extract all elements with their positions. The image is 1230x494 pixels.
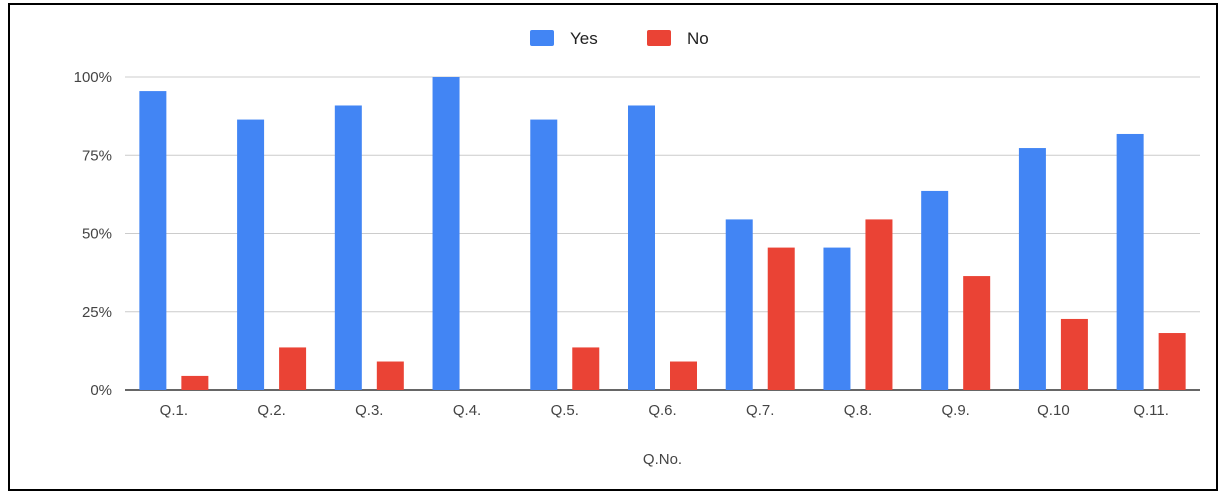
y-axis-ticks: 0% 25% 50% 75% 100% xyxy=(74,69,112,399)
bar-no-2 xyxy=(279,347,307,390)
bar-no-5 xyxy=(572,347,600,390)
bar-no-8 xyxy=(865,219,893,390)
x-tick-label: Q.7. xyxy=(746,402,774,419)
bar-yes-3 xyxy=(334,105,362,390)
x-tick-label: Q.5. xyxy=(551,402,579,419)
bar-yes-10 xyxy=(1018,148,1046,390)
x-tick-label: Q.1. xyxy=(160,402,188,419)
x-axis-ticks: Q.1. Q.2. Q.3. Q.4. Q.5. Q.6. Q.7. Q.8. Q.9. Q.10… xyxy=(160,402,1169,419)
bar-no-10 xyxy=(1060,318,1088,390)
bar-yes-2 xyxy=(237,119,265,391)
bars xyxy=(139,77,1186,391)
x-tick-label: Q.3. xyxy=(355,402,383,419)
bar-yes-1 xyxy=(139,91,167,391)
y-tick-label: 50% xyxy=(82,226,112,243)
bar-no-7 xyxy=(767,247,795,390)
y-tick-label: 25% xyxy=(82,304,112,321)
y-tick-label: 100% xyxy=(74,69,112,86)
x-tick-label: Q.2. xyxy=(257,402,285,419)
bar-yes-4 xyxy=(432,77,460,390)
bar-no-3 xyxy=(376,361,404,390)
bar-yes-8 xyxy=(823,247,851,390)
bar-yes-11 xyxy=(1116,133,1144,390)
bar-yes-6 xyxy=(628,105,655,390)
bar-no-1 xyxy=(181,375,209,390)
legend-swatch-no xyxy=(647,30,671,46)
x-axis-title: Q.No. xyxy=(643,451,682,468)
bar-no-11 xyxy=(1158,333,1186,390)
x-tick-label: Q.10 xyxy=(1037,402,1070,419)
x-tick-label: Q.8. xyxy=(844,402,872,419)
x-tick-label: Q.6. xyxy=(648,402,676,419)
bar-no-6 xyxy=(670,361,697,390)
y-tick-label: 0% xyxy=(90,382,112,399)
legend: Yes No xyxy=(530,29,709,48)
x-tick-label: Q.11. xyxy=(1133,402,1169,419)
x-tick-label: Q.4. xyxy=(453,402,481,419)
legend-label-yes: Yes xyxy=(570,29,598,48)
bar-yes-7 xyxy=(725,219,753,390)
bar-yes-5 xyxy=(530,119,558,391)
bar-no-9 xyxy=(963,276,991,390)
y-tick-label: 75% xyxy=(82,147,112,164)
legend-label-no: No xyxy=(687,29,709,48)
chart-frame xyxy=(8,3,1218,491)
legend-swatch-yes xyxy=(530,30,554,46)
bar-yes-9 xyxy=(921,190,949,390)
x-tick-label: Q.9. xyxy=(942,402,970,419)
